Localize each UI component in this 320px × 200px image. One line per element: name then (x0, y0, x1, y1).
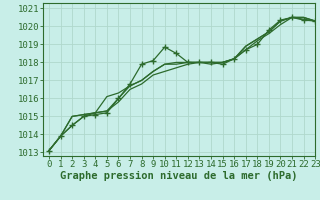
X-axis label: Graphe pression niveau de la mer (hPa): Graphe pression niveau de la mer (hPa) (60, 171, 298, 181)
